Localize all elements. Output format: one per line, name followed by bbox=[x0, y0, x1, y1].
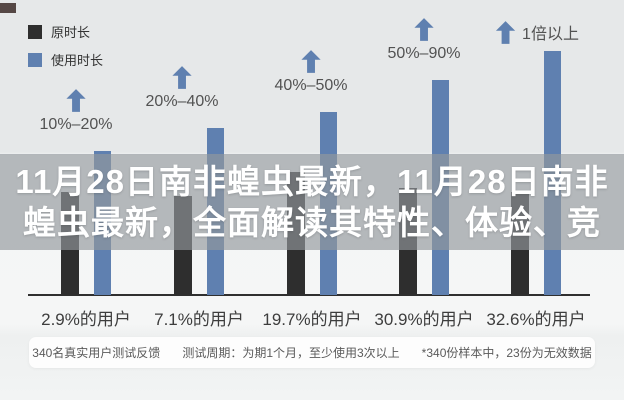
x-axis-line bbox=[28, 294, 590, 296]
user-share-label: 2.9%的用户 bbox=[41, 310, 131, 329]
survey-note-segment: 测试周期：为期1个月，至少使用3次以上 bbox=[182, 346, 400, 360]
legend-item-original: 原时长 bbox=[28, 22, 103, 41]
corner-fragment bbox=[0, 3, 16, 13]
range-label: 1倍以上 bbox=[522, 26, 579, 43]
user-share-label: 7.1%的用户 bbox=[154, 310, 244, 329]
chart-legend: 原时长 使用时长 bbox=[28, 22, 103, 78]
up-arrow-icon bbox=[172, 66, 192, 89]
title-overlay-band: 11月28日南非蝗虫最新，11月28日南非 蝗虫最新，全面解读其特性、体验、竞 bbox=[0, 154, 624, 250]
range-label: 40%–50% bbox=[274, 77, 348, 94]
range-annotation: 20%–40% bbox=[145, 66, 219, 111]
legend-label: 使用时长 bbox=[51, 53, 104, 68]
survey-note-bar: 340名真实用户测试反馈 测试周期：为期1个月，至少使用3次以上 *340份样本… bbox=[29, 337, 595, 368]
user-share-label: 30.9%的用户 bbox=[374, 310, 474, 329]
legend-item-usage: 使用时长 bbox=[28, 50, 103, 69]
up-arrow-icon bbox=[66, 89, 86, 112]
overlay-title-line2: 蝗虫最新，全面解读其特性、体验、竞 bbox=[23, 204, 601, 241]
range-label: 10%–20% bbox=[39, 116, 113, 133]
survey-note-segment: 340名真实用户测试反馈 bbox=[32, 346, 161, 360]
range-annotation: 40%–50% bbox=[274, 50, 348, 95]
range-annotation: 10%–20% bbox=[39, 89, 113, 134]
up-arrow-icon bbox=[301, 50, 321, 73]
legend-label: 原时长 bbox=[51, 25, 91, 40]
range-annotation: 50%–90% bbox=[387, 18, 461, 63]
range-annotation: 1倍以上 bbox=[495, 20, 579, 44]
overlay-title-line1: 11月28日南非蝗虫最新，11月28日南非 bbox=[15, 163, 609, 200]
legend-swatch-black bbox=[28, 24, 42, 39]
survey-note-segment: *340份样本中，23份为无效数据 bbox=[421, 346, 592, 360]
range-label: 20%–40% bbox=[145, 93, 219, 110]
legend-swatch-blue bbox=[28, 52, 42, 67]
user-share-label: 32.6%的用户 bbox=[486, 310, 586, 329]
up-arrow-icon bbox=[414, 18, 434, 41]
user-share-label: 19.7%的用户 bbox=[262, 310, 362, 329]
up-arrow-icon bbox=[495, 20, 516, 44]
range-label: 50%–90% bbox=[387, 45, 461, 62]
